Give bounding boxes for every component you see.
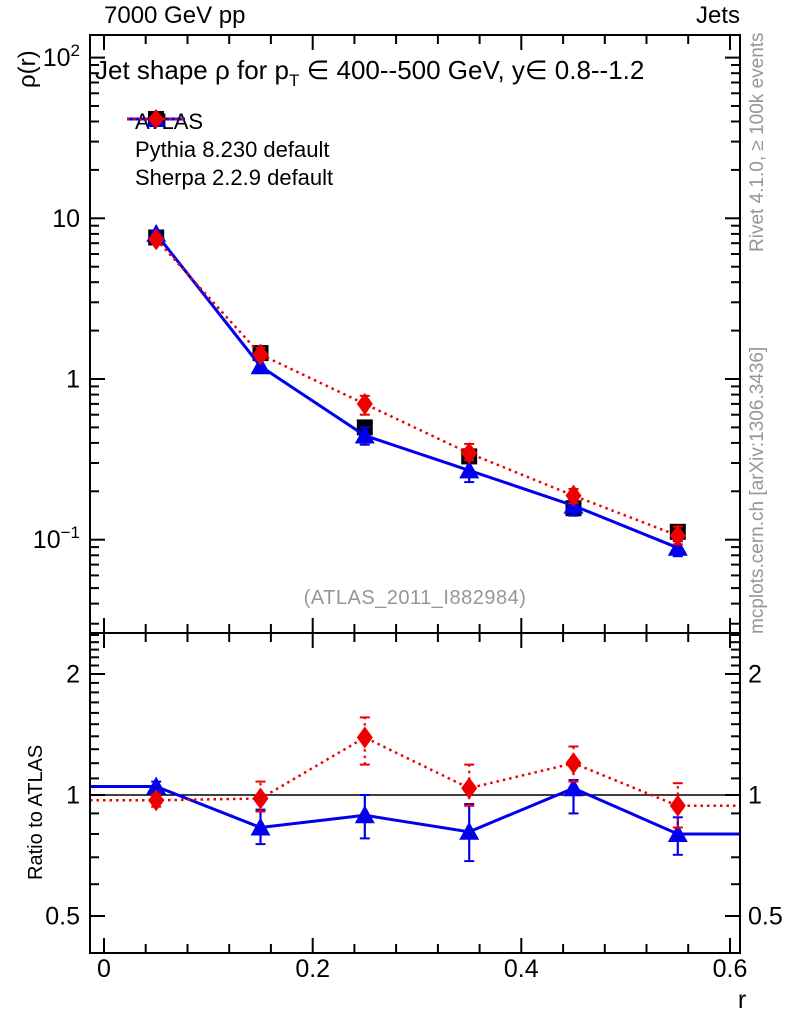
main-series-2: [148, 228, 686, 547]
analysis-id-watermark: (ATLAS_2011_I882984): [303, 587, 527, 609]
axis-tick-labels: 102 10 1 10−1 2 2 1 1 0.5 0.5 0 0.2 0.4 0.6: [33, 41, 783, 983]
x-axis-title: r: [737, 986, 747, 1014]
legend-item-sherpa: Sherpa 2.2.9 default: [125, 109, 334, 192]
legend: ATLAS Pythia 8.230 default Sherpa 2.2.9 …: [125, 108, 333, 192]
svg-text:10: 10: [52, 205, 80, 233]
svg-text:0.5: 0.5: [45, 903, 80, 931]
svg-text:1: 1: [66, 782, 80, 810]
rivet-version-caption: Rivet 4.1.0, ≥ 100k events: [747, 32, 768, 252]
svg-text:2: 2: [66, 661, 80, 689]
legend-label-pythia: Pythia 8.230 default: [135, 137, 330, 162]
ratio-series-1: [90, 776, 740, 863]
ratio-plot-frame: [89, 632, 741, 954]
svg-text:0: 0: [97, 955, 111, 983]
svg-text:102: 102: [43, 41, 80, 72]
sherpa-marker-icon: [127, 109, 185, 129]
svg-text:2: 2: [748, 661, 762, 689]
plot-title-post: ∈ 400--500 GeV, y∈ 0.8--1.2: [299, 55, 645, 85]
plot-title-subscript: T: [289, 71, 300, 90]
main-series-0: [148, 229, 686, 540]
main-series-1: [146, 223, 688, 558]
svg-text:0.4: 0.4: [504, 955, 539, 983]
analysis-group-label: Jets: [695, 2, 740, 29]
legend-label-sherpa: Sherpa 2.2.9 default: [135, 165, 334, 190]
svg-text:0.5: 0.5: [748, 903, 783, 931]
mcplots-arxiv-caption: mcplots.cern.ch [arXiv:1306.3436]: [747, 346, 768, 634]
plot-title: Jet shape ρ for pT ∈ 400--500 GeV, y∈ 0.…: [95, 55, 644, 90]
svg-text:1: 1: [66, 366, 80, 394]
legend-item-pythia: Pythia 8.230 default: [125, 110, 333, 164]
svg-text:0.6: 0.6: [713, 955, 748, 983]
axis-ticks: [90, 35, 740, 953]
beam-energy-label: 7000 GeV pp: [104, 2, 246, 29]
plot-title-pre: Jet shape ρ for p: [95, 55, 290, 85]
svg-text:1: 1: [748, 782, 762, 810]
ratio-y-axis-title: Ratio to ATLAS: [25, 744, 47, 880]
ratio-series-2: [90, 716, 740, 829]
legend-label-atlas: ATLAS: [135, 109, 204, 134]
svg-text:0.2: 0.2: [295, 955, 330, 983]
svg-text:10−1: 10−1: [33, 523, 80, 554]
y-axis-title: ρ(r): [14, 50, 41, 88]
